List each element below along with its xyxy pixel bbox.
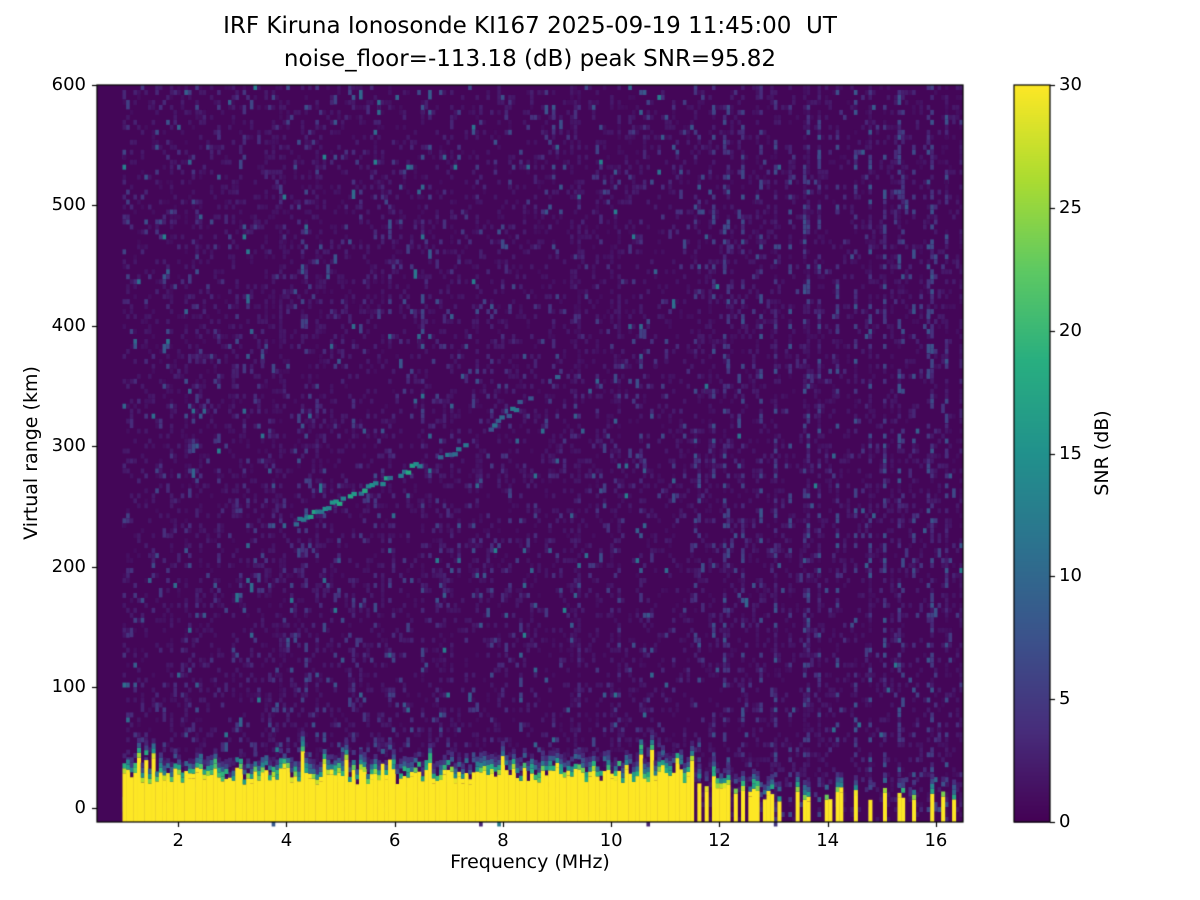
colorbar-tick-label: 20	[1059, 319, 1082, 341]
colorbar-tick-label: 10	[1059, 565, 1082, 587]
x-tick-label: 8	[497, 830, 509, 851]
y-tick-label: 200	[51, 555, 86, 577]
x-tick-label: 12	[707, 830, 731, 851]
colorbar-tick-label: 25	[1059, 196, 1082, 218]
colorbar-tick-label: 0	[1059, 811, 1071, 832]
x-tick-label: 4	[280, 830, 293, 851]
chart-title-line1: IRF Kiruna Ionosonde KI167 2025-09-19 11…	[223, 13, 837, 39]
x-tick-label: 6	[388, 830, 401, 851]
colorbar-tick-label: 5	[1059, 688, 1071, 710]
x-tick-label: 14	[816, 830, 840, 851]
chart-title: IRF Kiruna Ionosonde KI167 2025-09-19 11…	[97, 10, 963, 75]
colorbar-tick-label: 30	[1059, 74, 1082, 95]
x-tick-label: 16	[924, 830, 948, 851]
y-tick-label: 100	[51, 676, 86, 698]
colorbar-tick-label: 15	[1059, 442, 1082, 464]
y-tick-label: 500	[51, 194, 86, 216]
x-tick-label: 10	[599, 830, 623, 851]
y-tick-label: 600	[51, 74, 86, 95]
x-tick-label: 2	[172, 830, 184, 851]
colorbar-label: SNR (dB)	[1091, 410, 1113, 496]
chart-title-line2: noise_floor=-113.18 (dB) peak SNR=95.82	[283, 45, 777, 72]
y-tick-label: 300	[51, 435, 86, 457]
y-tick-label: 0	[74, 796, 86, 818]
y-tick-label: 400	[51, 314, 86, 336]
x-axis-label: Frequency (MHz)	[450, 851, 610, 873]
